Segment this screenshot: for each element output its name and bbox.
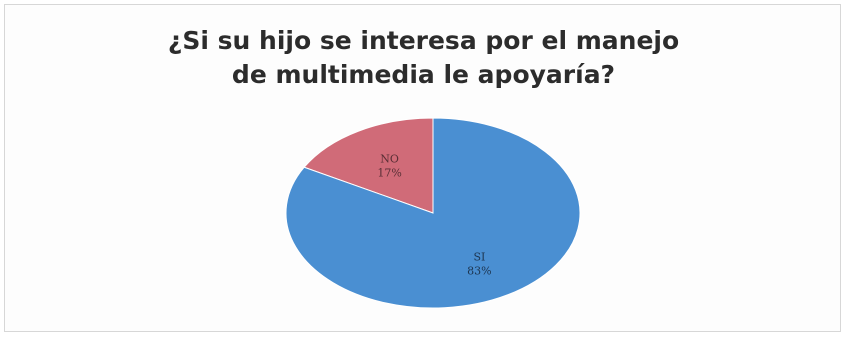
- slice-percent-label-si: 83%: [467, 265, 491, 278]
- slice-category-label-si: SI: [473, 251, 485, 264]
- chart-title-line-1: ¿Si su hijo se interesa por el manejo: [167, 26, 680, 55]
- slice-category-label-no: NO: [380, 153, 399, 166]
- pie-slice-si: [285, 117, 581, 309]
- chart-title: ¿Si su hijo se interesa por el manejo de…: [0, 24, 847, 92]
- pie-slice-no: [303, 117, 434, 214]
- slice-percent-label-no: 17%: [377, 167, 401, 180]
- pie-slices: [285, 117, 581, 309]
- chart-title-line-2: de multimedia le apoyaría?: [231, 60, 616, 89]
